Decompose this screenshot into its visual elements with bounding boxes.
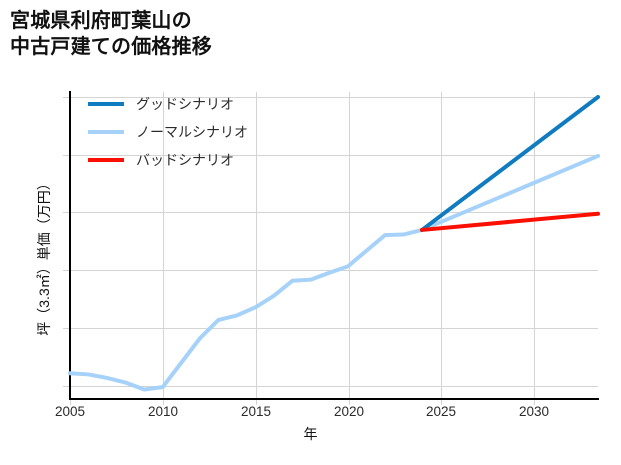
legend-item-bad[interactable]: バッドシナリオ bbox=[88, 146, 248, 174]
legend-item-good[interactable]: グッドシナリオ bbox=[88, 90, 248, 118]
tick-label-x-2005: 2005 bbox=[54, 404, 86, 419]
legend-label-bad: バッドシナリオ bbox=[136, 152, 234, 168]
tick-mark-x-2010 bbox=[163, 399, 164, 405]
x-axis-title: 年 bbox=[303, 426, 318, 442]
tick-mark-x-2020 bbox=[349, 399, 350, 405]
gridline-x-2020 bbox=[349, 92, 350, 399]
tick-label-x-2025: 2025 bbox=[425, 404, 457, 419]
gridline-y-70 bbox=[70, 328, 598, 329]
tick-mark-y-60 bbox=[63, 386, 70, 387]
tick-mark-y-80 bbox=[63, 270, 70, 271]
gridline-x-2025 bbox=[441, 92, 442, 399]
legend-swatch-bad-icon bbox=[88, 158, 124, 162]
gridline-y-80 bbox=[70, 270, 598, 271]
tick-mark-y-100 bbox=[63, 155, 70, 156]
chart-legend: グッドシナリオ ノーマルシナリオ バッドシナリオ bbox=[88, 90, 248, 174]
tick-mark-x-2025 bbox=[441, 399, 442, 405]
tick-label-x-2015: 2015 bbox=[240, 404, 272, 419]
tick-label-x-2020: 2020 bbox=[333, 404, 365, 419]
tick-mark-y-70 bbox=[63, 328, 70, 329]
legend-swatch-normal-icon bbox=[88, 130, 124, 134]
tick-mark-y-110 bbox=[63, 97, 70, 98]
tick-mark-x-2030 bbox=[534, 399, 535, 405]
x-axis-line bbox=[69, 398, 599, 400]
y-axis-title: 坪（3.3㎡）単価（万円） bbox=[36, 176, 52, 336]
tick-label-x-2010: 2010 bbox=[147, 404, 179, 419]
gridline-y-90 bbox=[70, 212, 598, 213]
gridline-x-2015 bbox=[256, 92, 257, 399]
legend-label-good: グッドシナリオ bbox=[136, 96, 234, 112]
tick-label-x-2030: 2030 bbox=[518, 404, 550, 419]
tick-mark-x-2015 bbox=[256, 399, 257, 405]
legend-label-normal: ノーマルシナリオ bbox=[136, 124, 248, 140]
tick-mark-y-90 bbox=[63, 212, 70, 213]
legend-swatch-good-icon bbox=[88, 102, 124, 106]
gridline-x-2030 bbox=[534, 92, 535, 399]
legend-item-normal[interactable]: ノーマルシナリオ bbox=[88, 118, 248, 146]
gridline-y-60 bbox=[70, 386, 598, 387]
tick-mark-x-2005 bbox=[70, 399, 71, 405]
chart-title: 宮城県利府町葉山の 中古戸建ての価格推移 bbox=[10, 10, 212, 59]
gridline-y-110 bbox=[70, 97, 598, 98]
y-axis-line bbox=[69, 91, 71, 400]
